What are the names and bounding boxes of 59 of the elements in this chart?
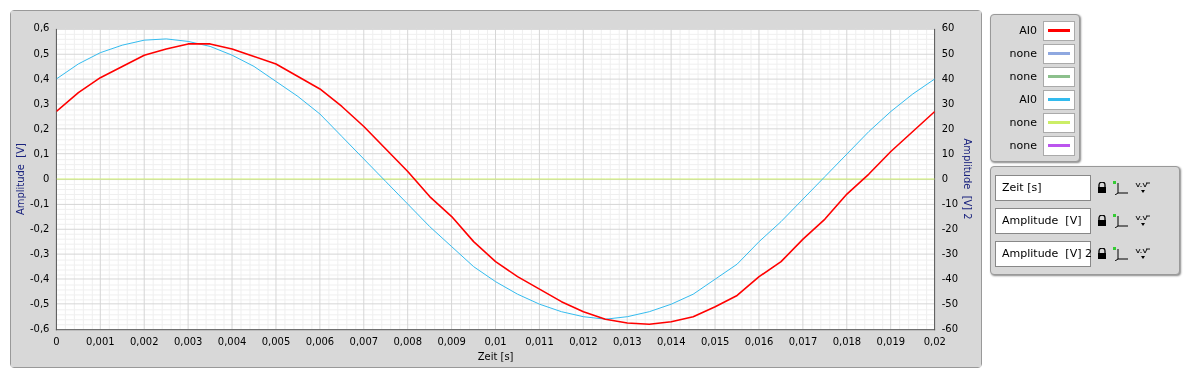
x-tick-label: 0,003 — [173, 335, 203, 347]
y-tick-label: 0,4 — [33, 72, 50, 84]
x-tick-label: 0,006 — [305, 335, 335, 347]
legend-label: none — [1009, 47, 1037, 60]
y2-tick-label: -60 — [941, 322, 959, 334]
x-tick-label: 0,015 — [700, 335, 730, 347]
y-tick-label: -0,3 — [29, 247, 50, 259]
y-axis-title: Amplitude [V] — [14, 143, 26, 215]
legend-label: AI0 — [1019, 93, 1037, 106]
x-tick-label: 0,008 — [393, 335, 423, 347]
y-tick-label: 0 — [43, 172, 50, 184]
x-tick-label: 0,007 — [349, 335, 379, 347]
y2-tick-label: -40 — [941, 272, 959, 284]
x-tick-label: 0,005 — [261, 335, 291, 347]
y2-tick-label: 20 — [941, 122, 955, 134]
text: Amplitude [V] 2 — [995, 240, 1092, 267]
legend-label: none — [1009, 116, 1037, 129]
x-tick-label: 0,002 — [129, 335, 159, 347]
y-tick-label: -0,1 — [29, 197, 50, 209]
x-tick-label: 0,016 — [744, 335, 774, 347]
y-tick-label: -0,2 — [29, 222, 50, 234]
x-tick-label: 0,019 — [876, 335, 906, 347]
x-tick-label: 0,004 — [217, 335, 247, 347]
x-tick-label: 0,001 — [86, 335, 115, 347]
text: Zeit [s] — [995, 174, 1091, 201]
x-tick-label: 0,013 — [613, 335, 642, 347]
x-tick-label: 0,018 — [832, 335, 862, 347]
y-tick-label: 0,1 — [33, 147, 50, 159]
y2-tick-label: -50 — [941, 297, 959, 309]
y-tick-label: 0,2 — [33, 122, 50, 134]
y2-tick-label: 50 — [941, 47, 955, 59]
y2-tick-label: 0 — [941, 172, 949, 184]
y2-tick-label: -30 — [941, 247, 959, 259]
x-tick-label: 0,009 — [437, 335, 466, 347]
y-tick-label: -0,5 — [29, 297, 50, 309]
y2-tick-label: 40 — [941, 72, 955, 84]
legend-label: none — [1009, 70, 1037, 83]
x-tick-label: 0,014 — [656, 335, 686, 347]
y-tick-label: 0,6 — [33, 22, 50, 34]
legend-label: AI0 — [1019, 24, 1037, 37]
y-tick-label: 0,5 — [33, 47, 50, 59]
x-tick-label: 0,011 — [525, 335, 554, 347]
x-axis-title: Zeit [s] — [477, 350, 514, 362]
y2-tick-label: 10 — [941, 147, 955, 159]
y-tick-label: 0,3 — [33, 97, 50, 109]
y-tick-label: -0,4 — [29, 272, 50, 284]
y2-tick-label: 30 — [941, 97, 955, 109]
y2-axis-title: Amplitude [V] 2 — [962, 138, 974, 220]
x-tick-label: 0,017 — [788, 335, 818, 347]
text: Amplitude [V] — [995, 207, 1091, 234]
legend-label: none — [1009, 139, 1037, 152]
x-tick-label: 0,02 — [923, 335, 946, 347]
y2-tick-label: 60 — [941, 22, 955, 34]
y2-tick-label: -10 — [941, 197, 959, 209]
y2-tick-label: -20 — [941, 222, 959, 234]
x-tick-label: 0,01 — [484, 335, 507, 347]
x-tick-label: 0 — [53, 335, 60, 347]
x-tick-label: 0,012 — [569, 335, 598, 347]
y-tick-label: -0,6 — [29, 322, 50, 334]
